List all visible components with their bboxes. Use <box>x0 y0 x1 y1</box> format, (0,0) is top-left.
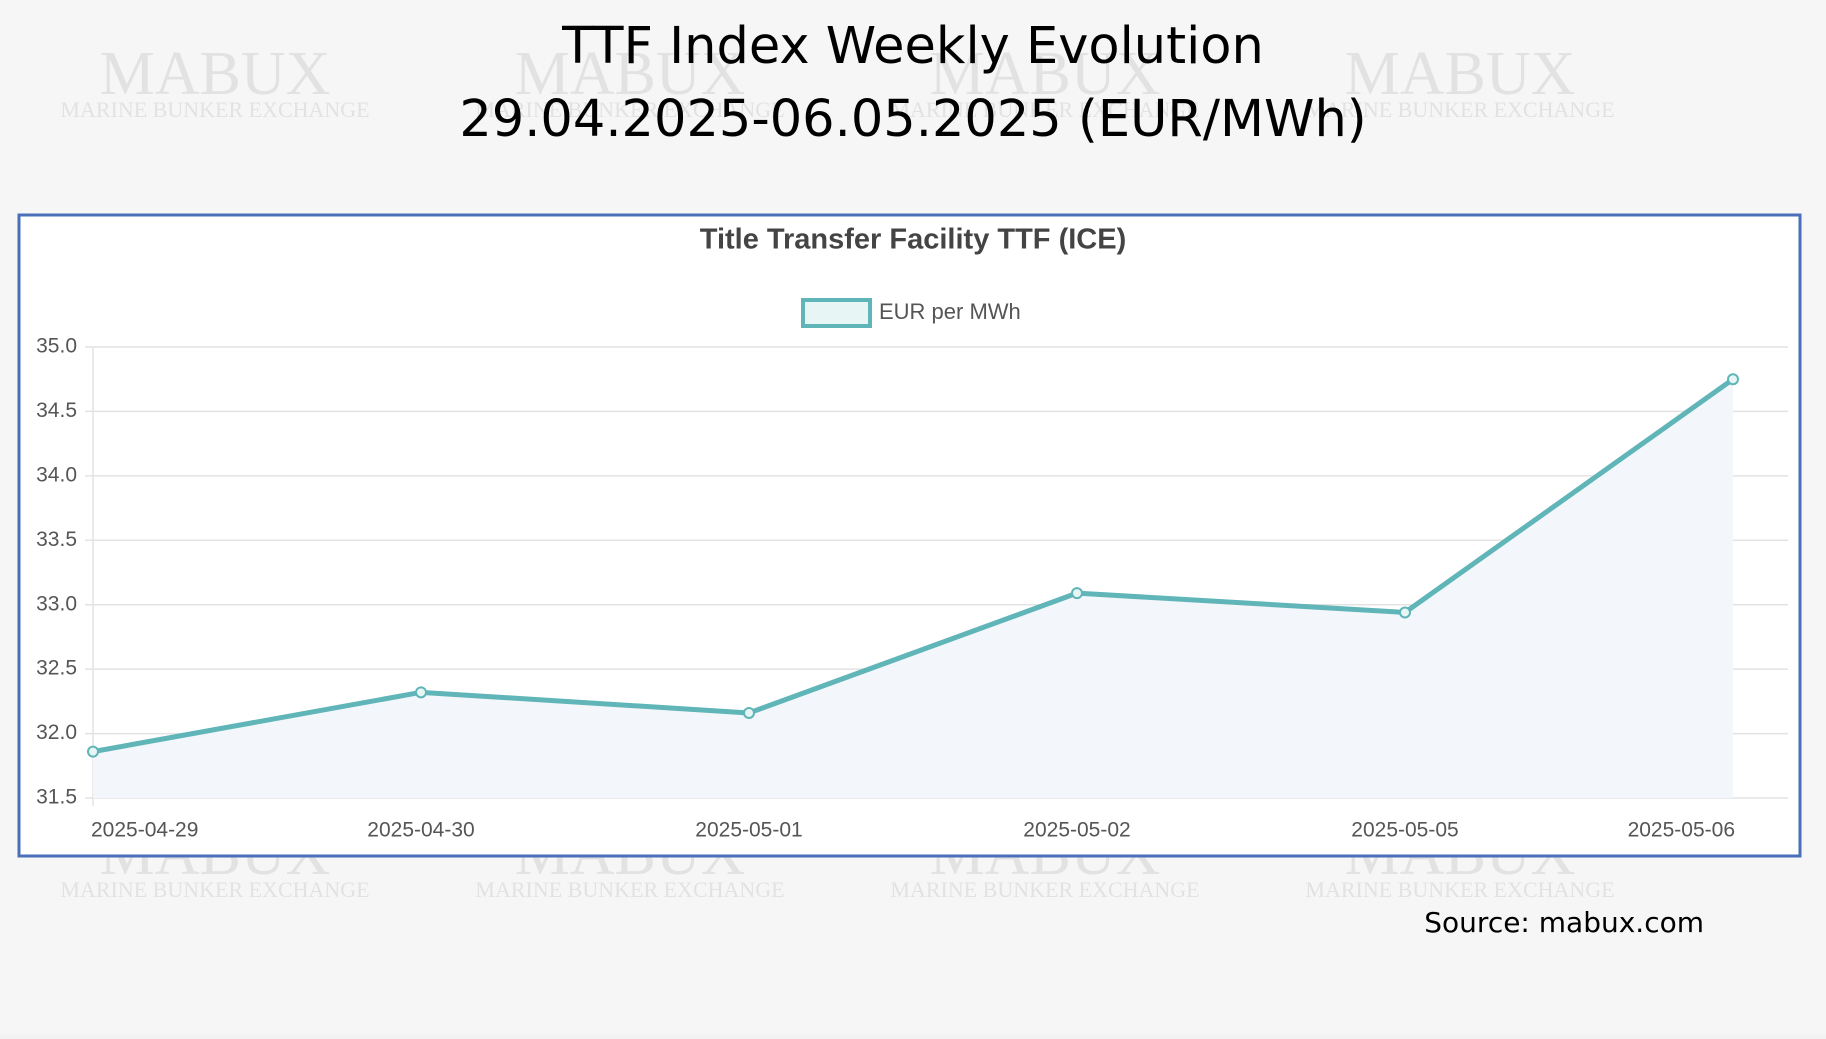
point <box>87 745 99 758</box>
point <box>415 686 427 699</box>
watermark-brand: MABUX <box>515 40 746 108</box>
x-tick-label: 2025-05-02 <box>1023 819 1130 842</box>
y-tick-label: 35.0 <box>36 335 77 358</box>
header-subtitle: 29.04.2025-06.05.2025 (EUR/MWh) <box>459 90 1366 149</box>
watermark-tagline: MARINE BUNKER EXCHANGE <box>475 97 784 122</box>
legend-swatch <box>801 298 872 328</box>
watermark-tagline: MARINE BUNKER EXCHANGE <box>60 877 369 902</box>
x-tick-label: 2025-05-06 <box>1628 819 1735 842</box>
watermark-brand: MABUX <box>1345 40 1576 108</box>
source: Source: mabux.com <box>1424 906 1704 939</box>
y-tick-label: 32.0 <box>36 721 77 744</box>
watermark-brand: MABUX <box>930 40 1161 108</box>
watermark-tagline: MARINE BUNKER EXCHANGE <box>890 877 1199 902</box>
watermark-brand: MABUX <box>100 40 331 108</box>
watermark-tagline: MARINE BUNKER EXCHANGE <box>1305 877 1614 902</box>
x-tick-label: 2025-04-29 <box>91 819 198 842</box>
chart-title: Title Transfer Facility TTF (ICE) <box>700 224 1127 256</box>
header-title: TTF Index Weekly Evolution <box>561 17 1264 76</box>
legend-label: EUR per MWh <box>879 299 1021 324</box>
y-tick-label: 33.0 <box>36 592 77 615</box>
y-tick-label: 32.5 <box>36 657 77 680</box>
x-tick-label: 2025-04-30 <box>367 819 474 842</box>
point <box>1399 606 1411 619</box>
watermark-tagline: MARINE BUNKER EXCHANGE <box>475 877 784 902</box>
line <box>92 377 1735 755</box>
y-tick-label: 34.5 <box>36 399 77 422</box>
point <box>1727 373 1739 386</box>
x-tick-label: 2025-05-01 <box>695 819 802 842</box>
watermark-tagline: MARINE BUNKER EXCHANGE <box>60 97 369 122</box>
watermark-tagline: MARINE BUNKER EXCHANGE <box>890 97 1199 122</box>
y-tick-label: 31.5 <box>36 786 77 809</box>
point <box>743 706 755 719</box>
y-tick-label: 34.0 <box>36 463 77 486</box>
point <box>1071 587 1083 600</box>
area <box>93 379 1733 798</box>
x-tick-label: 2025-05-05 <box>1351 819 1458 842</box>
watermark-tagline: MARINE BUNKER EXCHANGE <box>1305 97 1614 122</box>
y-tick-label: 33.5 <box>36 528 77 551</box>
